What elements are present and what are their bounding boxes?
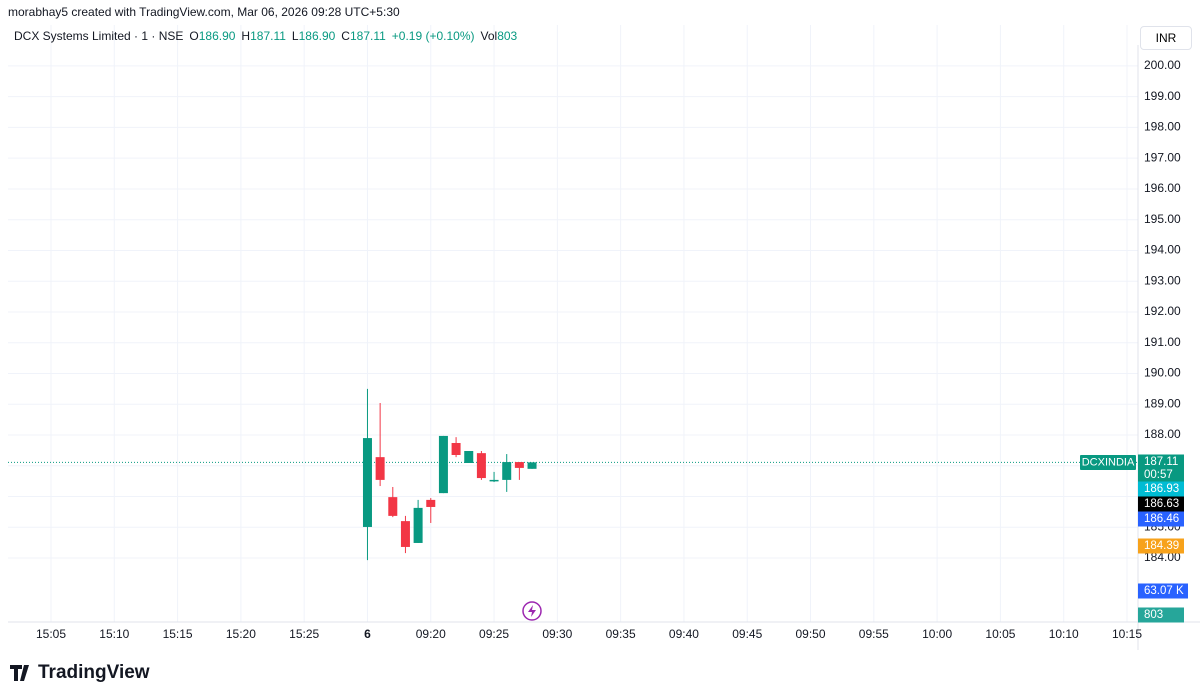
candle-body <box>514 462 524 468</box>
y-tick-label: 191.00 <box>1144 335 1181 349</box>
price-tag-bg <box>1138 467 1184 483</box>
candle-body <box>527 462 537 469</box>
x-tick-label: 15:20 <box>226 627 256 641</box>
price-tag: 186.46 <box>1144 513 1179 525</box>
x-tick-label: 10:10 <box>1049 627 1079 641</box>
y-tick-label: 195.00 <box>1144 212 1181 226</box>
currency-button[interactable]: INR <box>1140 26 1192 50</box>
price-tag: 63.07 K <box>1144 585 1184 597</box>
candle-body <box>426 499 436 507</box>
legend-key: H <box>241 29 251 43</box>
x-tick-label: 09:25 <box>479 627 509 641</box>
price-tag: 186.93 <box>1144 483 1179 495</box>
legend-value: 186.90 <box>198 29 236 43</box>
y-tick-label: 200.00 <box>1144 58 1181 72</box>
y-tick-label: 199.00 <box>1144 89 1181 103</box>
y-tick-label: 190.00 <box>1144 366 1181 380</box>
x-tick-label: 09:20 <box>416 627 446 641</box>
price-tag-bg <box>1138 496 1184 512</box>
y-tick-label: 192.00 <box>1144 304 1181 318</box>
event-icon[interactable] <box>522 601 542 621</box>
candle-body <box>388 497 398 516</box>
price-tag-bg <box>1138 607 1184 623</box>
candle-body <box>476 453 486 479</box>
price-tag-bg <box>1138 538 1184 554</box>
price-tag-bg <box>1138 481 1184 497</box>
price-tag: 186.63 <box>1144 498 1179 510</box>
candle-body <box>502 462 512 480</box>
price-tag: 184.39 <box>1144 540 1179 552</box>
legend-key: Vol <box>480 29 498 43</box>
y-tick-label: 184.00 <box>1144 550 1181 564</box>
x-tick-label: 09:30 <box>542 627 572 641</box>
x-tick-label: 10:05 <box>985 627 1015 641</box>
x-tick-label: 09:55 <box>859 627 889 641</box>
price-tag-bg <box>1138 511 1184 527</box>
credit: morabhay5 created with TradingView.com, … <box>8 5 400 19</box>
candle-body <box>464 450 474 463</box>
event-icon-bolt <box>528 605 536 617</box>
price-tag-bg <box>1138 454 1184 470</box>
legend-value: +0.19 (+0.10%) <box>391 29 475 43</box>
candle-body <box>451 442 461 455</box>
legend-value: 803 <box>497 29 518 43</box>
candle-body <box>413 507 423 543</box>
x-tick-label: 09:45 <box>732 627 762 641</box>
legend-value: 187.11 <box>349 29 386 43</box>
symbol-tag-bg <box>1080 455 1136 470</box>
y-tick-label: 193.00 <box>1144 273 1181 287</box>
y-tick-label: 194.00 <box>1144 243 1181 257</box>
legend-key: O <box>189 29 199 43</box>
y-tick-label: 189.00 <box>1144 396 1181 410</box>
x-tick-label: 15:10 <box>99 627 129 641</box>
y-tick-label: 197.00 <box>1144 150 1181 164</box>
legend: DCX Systems Limited · 1 · NSE O186.90 H187… <box>14 29 523 43</box>
x-tick-label: 10:15 <box>1112 627 1142 641</box>
price-tag: 803 <box>1144 609 1163 621</box>
x-tick-label: 09:50 <box>796 627 826 641</box>
legend-value: 186.90 <box>298 29 336 43</box>
x-tick-label: 09:40 <box>669 627 699 641</box>
x-tick-label: 15:05 <box>36 627 66 641</box>
symbol-tag: DCXINDIA <box>1082 456 1135 468</box>
y-tick-label: 188.00 <box>1144 427 1181 441</box>
candle-body <box>400 521 410 547</box>
y-tick-label: 198.00 <box>1144 120 1181 134</box>
candle-body <box>489 479 499 482</box>
logo-text: TradingView <box>38 662 150 683</box>
x-tick-label: 09:35 <box>606 627 636 641</box>
legend-value: 187.11 <box>250 29 286 43</box>
price-tag: 00:57 <box>1144 469 1173 481</box>
x-tick-label: 15:25 <box>289 627 319 641</box>
logo: TradingView <box>10 662 150 683</box>
plot <box>8 25 1138 622</box>
price-tag: 187.11 <box>1144 456 1178 468</box>
x-tick-label: 6 <box>364 627 371 641</box>
legend-key: L <box>291 29 299 43</box>
symbol: DCX Systems Limited · 1 · NSE <box>14 29 184 43</box>
x-tick-label: 15:15 <box>163 627 193 641</box>
legend-key: C <box>341 29 350 43</box>
candle-body <box>438 435 448 494</box>
candle-body <box>375 457 385 480</box>
price-tag-bg <box>1138 583 1188 599</box>
x-tick-label: 10:00 <box>922 627 952 641</box>
y-tick-label: 196.00 <box>1144 181 1181 195</box>
candle-body <box>362 438 372 527</box>
